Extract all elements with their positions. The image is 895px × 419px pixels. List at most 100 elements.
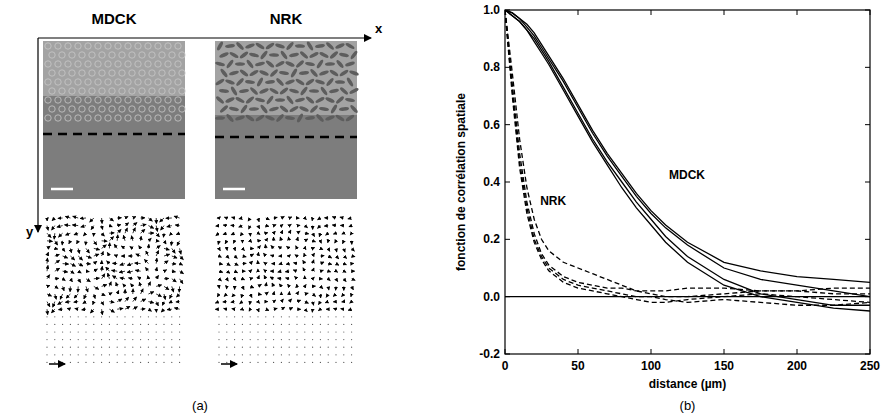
vector — [90, 218, 94, 222]
vector — [174, 216, 179, 218]
vector — [297, 291, 299, 294]
vector — [102, 251, 104, 256]
cell — [235, 115, 246, 122]
y-tick-label: 0.4 — [483, 175, 500, 189]
cell — [315, 113, 325, 123]
vector-dot — [265, 324, 266, 325]
vector — [133, 307, 138, 310]
vector — [125, 216, 128, 218]
cell — [219, 104, 229, 113]
cell — [279, 105, 289, 114]
vector-dot — [281, 339, 282, 340]
vector — [148, 233, 153, 234]
vector-dot — [54, 347, 55, 348]
vector — [119, 271, 125, 272]
vector-dot — [328, 339, 329, 340]
vector-dot — [132, 324, 133, 325]
vector-dot — [140, 347, 141, 348]
vector — [128, 256, 132, 257]
cell — [45, 97, 51, 103]
cell — [255, 42, 265, 50]
vector-dot — [62, 316, 63, 317]
vector-dot — [85, 362, 86, 363]
vector — [317, 226, 320, 229]
vector — [305, 293, 308, 295]
vector-dot — [179, 331, 180, 332]
nrk-curve — [505, 10, 870, 297]
x-tick-top — [505, 10, 506, 15]
cell — [275, 43, 286, 50]
vector — [156, 275, 158, 278]
cell — [215, 95, 225, 104]
vector — [313, 286, 316, 287]
vector — [348, 218, 352, 220]
vector — [352, 271, 355, 272]
vector — [132, 289, 133, 294]
vector — [156, 240, 159, 241]
vector — [258, 302, 260, 304]
vector-dot — [93, 362, 94, 363]
vector — [333, 308, 336, 310]
cell — [175, 43, 181, 49]
cell — [99, 88, 105, 94]
cell — [325, 96, 336, 103]
vector — [109, 226, 112, 227]
cell — [215, 78, 225, 86]
vector — [141, 289, 144, 294]
vector — [350, 233, 351, 235]
vector-dot — [257, 354, 258, 355]
vector-dot — [351, 324, 352, 325]
vector — [148, 302, 153, 303]
vector-dot — [179, 316, 180, 317]
cell — [109, 88, 115, 94]
x-tick — [724, 349, 725, 354]
vector-dot — [343, 362, 344, 363]
cell — [255, 97, 266, 103]
vector — [94, 248, 100, 249]
vector — [53, 302, 55, 308]
vector-dot — [117, 324, 118, 325]
cell — [225, 44, 235, 49]
cell — [275, 98, 285, 102]
cell — [179, 52, 185, 58]
vector — [57, 226, 63, 228]
cell — [69, 106, 75, 112]
vector — [352, 263, 354, 264]
vector — [141, 217, 145, 218]
vector — [164, 270, 167, 271]
cell — [149, 106, 155, 112]
vector — [176, 301, 180, 302]
vector — [250, 254, 253, 256]
vector-dot — [62, 347, 63, 348]
vector — [94, 261, 97, 263]
vector — [141, 229, 145, 233]
vector — [313, 253, 315, 256]
vector — [171, 241, 173, 246]
vector — [102, 274, 105, 279]
vector-dot — [124, 339, 125, 340]
vector — [344, 264, 347, 265]
vector — [156, 233, 159, 237]
cell — [169, 52, 175, 58]
cell — [325, 41, 335, 50]
vector-dot — [93, 324, 94, 325]
vector-dot — [93, 339, 94, 340]
cell — [319, 70, 330, 77]
vector — [273, 237, 274, 241]
vector — [174, 308, 179, 309]
vector — [235, 264, 239, 266]
vector — [289, 224, 291, 225]
vector-dot — [320, 354, 321, 355]
vector-dot — [70, 339, 71, 340]
vector-dot — [218, 324, 219, 325]
cell — [129, 106, 135, 112]
vector-dot — [156, 354, 157, 355]
vector — [217, 217, 219, 218]
vector-dot — [140, 339, 141, 340]
plot-frame — [505, 10, 870, 354]
vector-dot — [226, 354, 227, 355]
y-tick — [505, 124, 510, 125]
cell — [125, 115, 131, 121]
vector — [223, 233, 227, 234]
vector-dot — [85, 347, 86, 348]
